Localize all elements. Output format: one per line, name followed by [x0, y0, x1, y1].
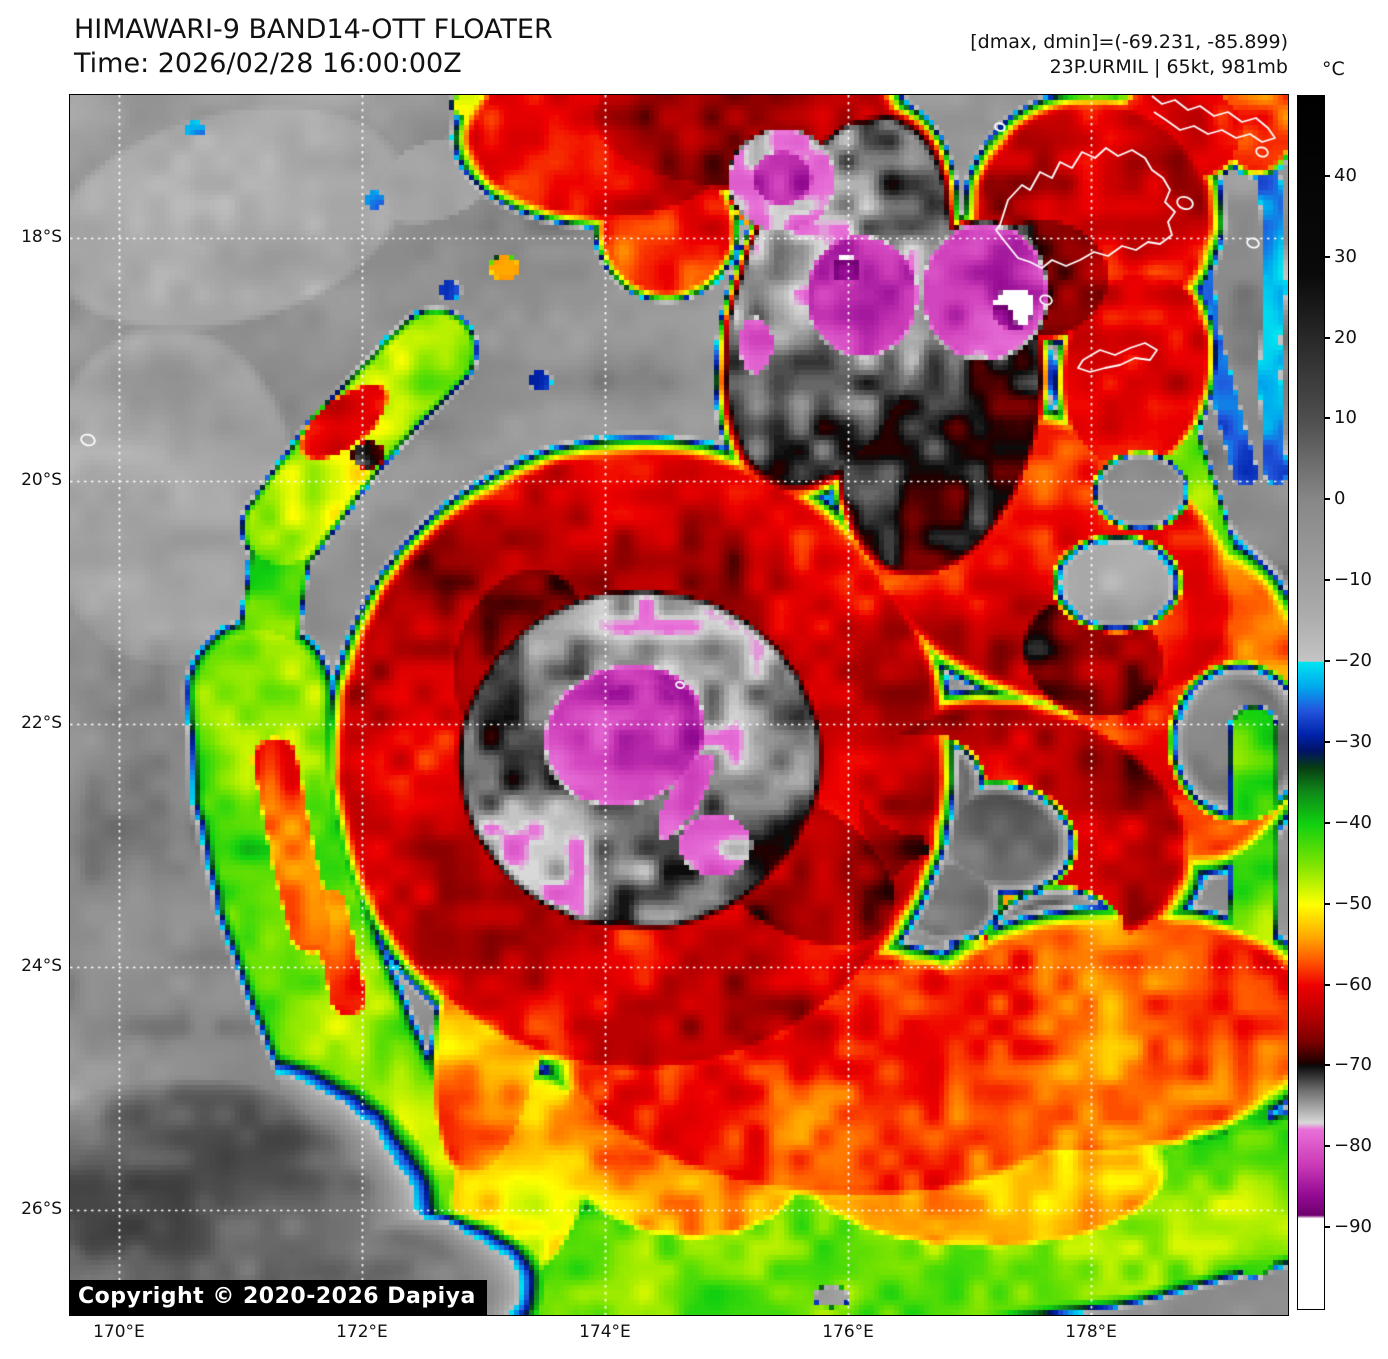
colorbar-tick-label: 10: [1334, 407, 1357, 429]
colorbar-tick-label: −60: [1334, 973, 1372, 995]
colorbar-tick-label: 30: [1334, 245, 1357, 267]
lon-tick-label: 172°E: [336, 1322, 388, 1342]
colorbar-tick-label: −80: [1334, 1135, 1372, 1157]
dmax-dmin-label: [dmax, dmin]=(-69.231, -85.899): [970, 31, 1288, 53]
colorbar-unit-label: °C: [1322, 58, 1345, 80]
colorbar-tick-label: −40: [1334, 811, 1372, 833]
colorbar-tick-mark: [1324, 417, 1330, 420]
lon-tick-label: 170°E: [93, 1322, 145, 1342]
colorbar-tick-label: −70: [1334, 1054, 1372, 1076]
colorbar-tick-mark: [1324, 902, 1330, 905]
colorbar-tick-label: −50: [1334, 892, 1372, 914]
colorbar-tick-label: 40: [1334, 164, 1357, 186]
lat-tick-label: 20°S: [21, 470, 62, 490]
lat-tick-label: 22°S: [21, 713, 62, 734]
colorbar-tick-mark: [1324, 983, 1330, 986]
colorbar-tick-label: −10: [1334, 569, 1372, 591]
colorbar-tick-mark: [1324, 1064, 1330, 1067]
lon-tick-label: 178°E: [1065, 1322, 1117, 1342]
lat-tick-label: 18°S: [21, 226, 62, 247]
colorbar-tick-mark: [1324, 174, 1330, 177]
colorbar-tick-mark: [1324, 255, 1330, 258]
colorbar-tick-mark: [1324, 660, 1330, 663]
figure-title: HIMAWARI-9 BAND14-OTT FLOATER: [74, 14, 553, 45]
colorbar-tick-mark: [1324, 821, 1330, 824]
colorbar-tick-label: −90: [1334, 1216, 1372, 1238]
colorbar-tick-mark: [1324, 579, 1330, 582]
colorbar-tick-mark: [1324, 498, 1330, 501]
colorbar-tick-mark: [1324, 1226, 1330, 1229]
copyright-label: Copyright © 2020-2026 Dapiya: [70, 1280, 487, 1315]
lon-tick-label: 176°E: [822, 1322, 874, 1342]
colorbar-tick-mark: [1324, 336, 1330, 339]
map-overlay-canvas: [70, 95, 1288, 1315]
lat-tick-label: 24°S: [21, 956, 62, 977]
colorbar-tick-label: 0: [1334, 488, 1346, 510]
header-info: [dmax, dmin]=(-69.231, -85.899) 23P.URMI…: [970, 30, 1288, 80]
colorbar-tick-label: −20: [1334, 650, 1372, 672]
colorbar-tick-mark: [1324, 740, 1330, 743]
satellite-map: Copyright © 2020-2026 Dapiya: [69, 94, 1289, 1316]
figure-time-label: Time: 2026/02/28 16:00:00Z: [74, 48, 462, 79]
colorbar-tick-label: 20: [1334, 326, 1357, 348]
colorbar: [1297, 95, 1325, 1310]
storm-info-label: 23P.URMIL | 65kt, 981mb: [1049, 56, 1288, 78]
lon-tick-label: 174°E: [579, 1322, 631, 1342]
lat-tick-label: 26°S: [21, 1198, 62, 1219]
colorbar-tick-label: −30: [1334, 730, 1372, 752]
colorbar-tick-mark: [1324, 1145, 1330, 1148]
